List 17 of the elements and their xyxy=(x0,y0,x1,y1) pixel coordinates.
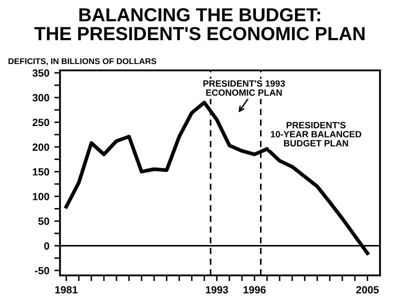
y-tick-label: 200 xyxy=(32,143,50,151)
y-tick-label: 100 xyxy=(32,192,50,200)
y-axis-title: DEFICITS, IN BILLIONS OF DOLLARS xyxy=(8,58,156,66)
y-tick-label: 0 xyxy=(44,242,50,250)
y-tick-label: -50 xyxy=(34,266,50,274)
y-tick-label: 300 xyxy=(32,94,50,102)
x-tick-label: 2005 xyxy=(356,286,379,294)
chart-title: BALANCING THE BUDGET: THE PRESIDENT'S ECONOMIC PLAN xyxy=(34,8,365,40)
annotation: PRESIDENT'S 1993 ECONOMIC PLAN xyxy=(203,80,285,96)
y-tick-label: 350 xyxy=(32,69,50,77)
y-tick-label: 50 xyxy=(38,218,50,225)
annotation: PRESIDENT'S 10-YEAR BALANCED BUDGET PLAN xyxy=(270,122,362,146)
x-tick-label: 1981 xyxy=(55,286,78,294)
y-tick-label: 150 xyxy=(32,168,50,176)
x-tick-label: 1993 xyxy=(206,286,228,294)
x-tick-label: 1996 xyxy=(244,286,266,294)
y-tick-label: 250 xyxy=(32,118,50,126)
